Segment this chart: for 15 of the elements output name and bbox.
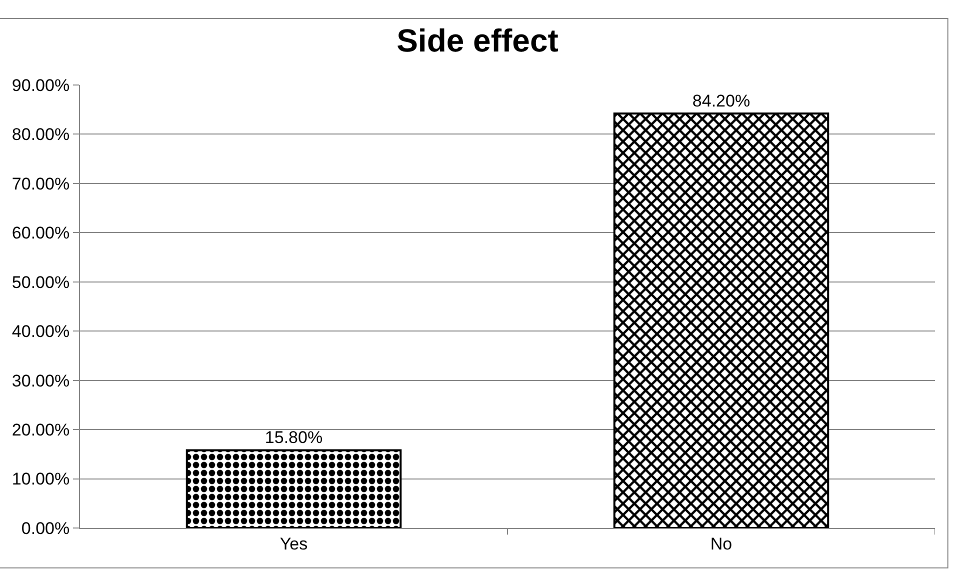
x-tick-label: Yes xyxy=(280,534,308,554)
y-tick-label: 40.00% xyxy=(12,322,70,342)
y-tick-label: 50.00% xyxy=(12,272,70,292)
data-label: 15.80% xyxy=(264,428,323,448)
chart-title: Side effect xyxy=(396,22,559,59)
y-tick-label: 0.00% xyxy=(21,518,70,538)
y-tick-label: 90.00% xyxy=(12,76,70,95)
y-tick-label: 30.00% xyxy=(12,371,70,390)
y-tick-label: 70.00% xyxy=(12,174,70,194)
x-tick-label: No xyxy=(710,534,732,554)
y-tick-label: 80.00% xyxy=(12,125,70,144)
y-tick-label: 20.00% xyxy=(12,420,70,440)
y-tick-label: 10.00% xyxy=(12,470,70,489)
y-tick-label: 60.00% xyxy=(12,224,70,243)
data-label: 84.20% xyxy=(692,92,750,111)
